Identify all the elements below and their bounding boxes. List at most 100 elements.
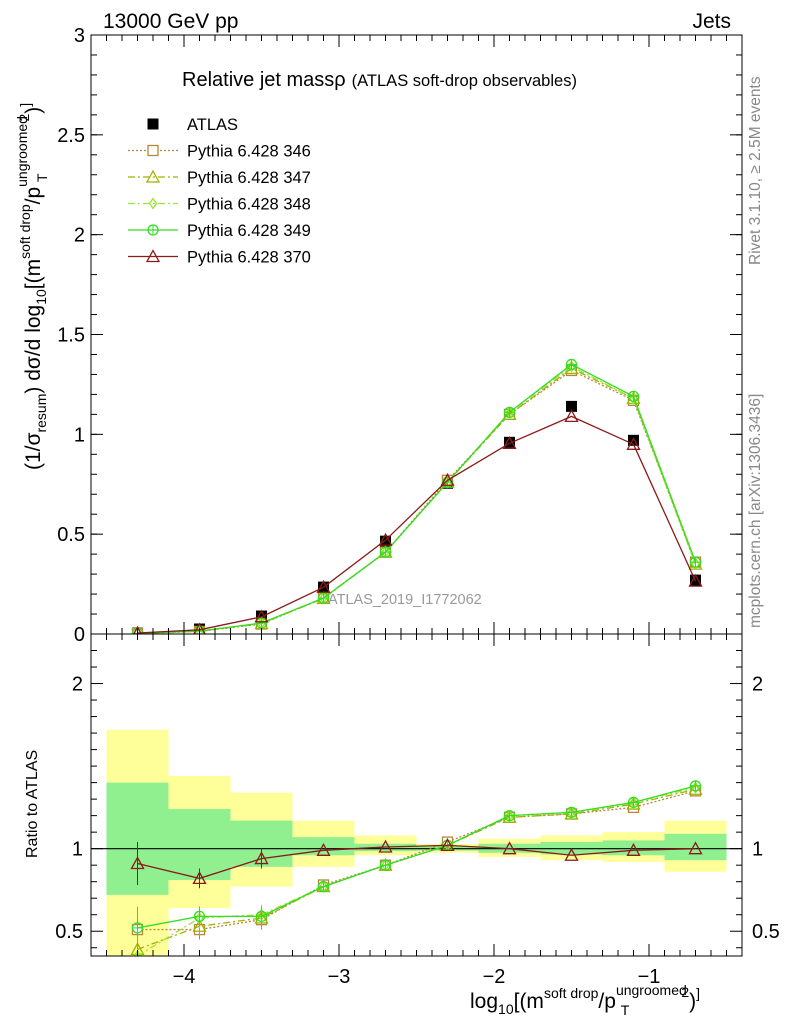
ratio-plot-axes: 0.5 0.5 1 1 2 2 −4 −3 −2 −1	[55, 634, 780, 988]
ratio-y-tick-label-left: 0.5	[55, 921, 83, 943]
x-axis-label: log10[(msoft drop/pungroomed T2)]	[470, 982, 700, 1018]
ratio-point	[255, 910, 268, 923]
legend-marker	[147, 144, 159, 157]
legend-label: Pythia 6.428 349	[187, 222, 311, 240]
ratio-point	[192, 918, 207, 932]
data-point	[132, 625, 143, 634]
data-point	[379, 546, 392, 558]
data-point	[564, 409, 579, 423]
legend-item: Pythia 6.428 349	[128, 222, 311, 240]
ratio-point	[133, 949, 142, 956]
x-tick-label: −2	[483, 966, 506, 988]
ratio-y-tick-label-left: 1	[72, 839, 83, 861]
data-point	[193, 622, 206, 634]
ratio-y-tick-label-right: 0.5	[752, 921, 780, 943]
ratio-series-pythia-370	[130, 838, 703, 889]
y-tick-label: 1.5	[57, 325, 85, 347]
mcplots-source-label: mcplots.cern.ch [arXiv:1306.3436]	[747, 394, 764, 628]
data-point	[688, 573, 703, 587]
ratio-point	[564, 847, 579, 861]
ratio-line	[137, 785, 696, 929]
series-line	[137, 415, 697, 634]
ratio-point	[626, 842, 641, 856]
analysis-watermark: ATLAS_2019_I1772062	[328, 592, 482, 608]
main-distribution-plot: 0 0.5 1 1.5 2 2.5 3 Relative jet massρ (ATLAS s…	[14, 25, 743, 646]
y-tick-label: 2.5	[57, 125, 85, 147]
ratio-point	[689, 780, 702, 792]
data-point	[565, 358, 578, 371]
ratio-line	[137, 844, 696, 880]
ratio-y-tick-label-right: 1	[752, 839, 763, 861]
ratio-point	[565, 806, 578, 818]
data-point	[378, 532, 393, 546]
data-point	[628, 434, 639, 446]
ratio-y-tick-label-left: 2	[72, 674, 83, 696]
data-point	[504, 436, 515, 448]
ratio-point	[440, 838, 455, 852]
data-point	[317, 592, 330, 604]
data-point	[316, 579, 331, 593]
x-tick-label: −4	[173, 966, 196, 988]
header-right-label: Jets	[692, 10, 731, 33]
ratio-point	[502, 841, 517, 855]
legend-marker	[148, 197, 158, 210]
legend-item: ATLAS	[147, 116, 238, 134]
ratio-point	[503, 809, 516, 822]
main-y-axis-label: (1/σresum) dσ/d log10[(msoft drop/pungro…	[14, 103, 50, 470]
stat-uncertainty-band	[602, 840, 665, 856]
data-point	[566, 400, 577, 412]
ratio-y-tick-label-right: 2	[752, 674, 763, 696]
ratio-point	[254, 851, 269, 865]
legend-label: ATLAS	[187, 116, 238, 134]
data-point	[440, 472, 455, 486]
legend-label: Pythia 6.428 348	[187, 196, 311, 214]
y-tick-label: 2	[74, 225, 85, 247]
ratio-line	[137, 790, 696, 931]
data-point	[502, 435, 517, 449]
legend-item: Pythia 6.428 346	[128, 143, 311, 161]
legend-label: Pythia 6.428 346	[187, 143, 311, 161]
stat-uncertainty-band	[292, 837, 355, 856]
data-point	[503, 406, 516, 419]
ratio-point	[316, 842, 331, 856]
ratio-point	[131, 922, 144, 934]
data-point	[626, 436, 641, 450]
data-point	[254, 609, 269, 623]
ratio-point	[192, 871, 207, 885]
legend-label: Pythia 6.428 347	[187, 169, 311, 187]
x-tick-label: −1	[638, 966, 661, 988]
main-plot-series	[131, 358, 703, 634]
ratio-point	[193, 910, 206, 923]
legend-item: Pythia 6.428 370	[128, 249, 311, 267]
y-tick-label: 0.5	[57, 524, 85, 546]
ratio-point	[688, 841, 703, 855]
ratio-uncertainty-bands	[91, 729, 742, 956]
legend-item: Pythia 6.428 347	[128, 169, 311, 187]
rivet-version-label: Rivet 3.1.10, ≥ 2.5M events	[747, 76, 764, 265]
y-tick-label: 0	[74, 624, 85, 646]
data-point	[380, 535, 391, 547]
data-point	[256, 610, 267, 622]
data-point	[627, 390, 640, 403]
ratio-plot: 0.5 0.5 1 1 2 2 −4 −3 −2 −1 Ratio to ATLAS log10[…	[24, 633, 780, 1018]
ratio-point	[378, 839, 393, 853]
legend-label: Pythia 6.428 370	[187, 249, 311, 267]
legend-marker	[147, 118, 159, 130]
chart-title: Relative jet massρ (ATLAS soft-drop obser…	[182, 69, 577, 91]
series-line	[137, 363, 697, 634]
y-tick-label: 3	[74, 25, 85, 47]
ratio-plot-series	[130, 780, 703, 956]
legend-marker	[145, 249, 161, 263]
stat-uncertainty-band	[664, 833, 727, 861]
main-plot-axes: 0 0.5 1 1.5 2 2.5 3	[57, 25, 742, 646]
legend: ATLAS Pythia 6.428 346 Pythia 6.428 347 Pyt…	[128, 116, 311, 267]
ratio-point	[130, 856, 145, 870]
ratio-point	[317, 880, 330, 893]
ratio-y-axis-label: Ratio to ATLAS	[24, 750, 41, 858]
ratio-point	[379, 859, 392, 871]
data-point	[255, 617, 268, 629]
stat-uncertainty-band	[168, 809, 231, 881]
y-tick-label: 1	[74, 424, 85, 446]
header-left-label: 13000 GeV pp	[103, 10, 238, 33]
